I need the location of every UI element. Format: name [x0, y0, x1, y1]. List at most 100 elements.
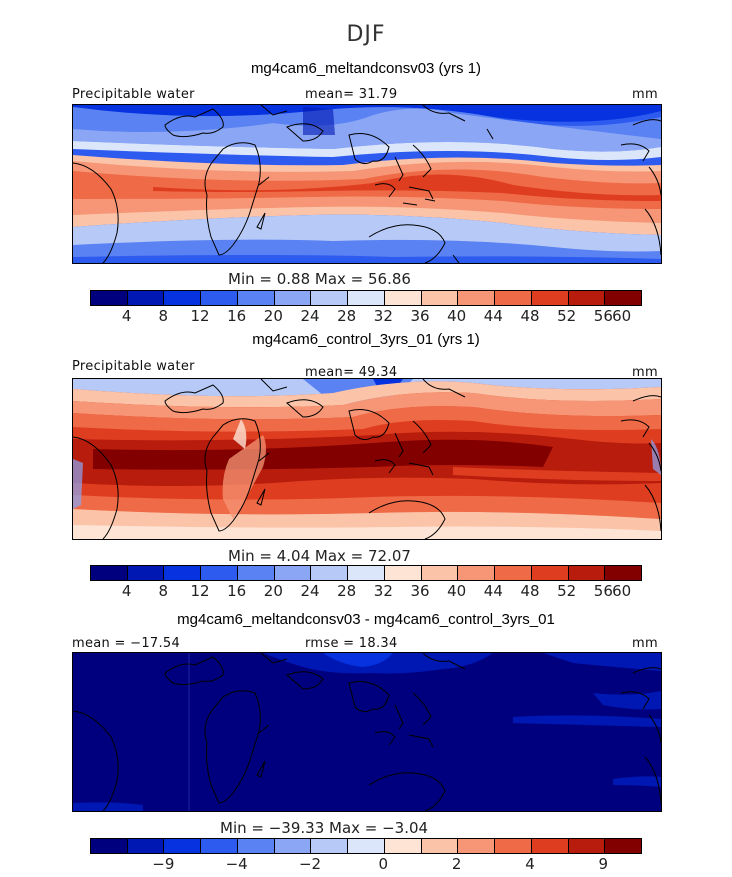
- colorbar-swatch: [568, 839, 606, 853]
- colorbar-swatch: [568, 291, 606, 305]
- colorbar-swatch: [348, 566, 385, 580]
- panel1-units: mm: [632, 87, 658, 102]
- colorbar-tick-label: 16: [227, 307, 247, 325]
- panel2-colorbar-ticks: 4 8 12 16 20 24 28 32 36 40 44 48 52 56 60: [90, 582, 640, 602]
- colorbar-tick-label: 40: [447, 307, 467, 325]
- colorbar-swatch: [348, 839, 385, 853]
- colorbar-swatch: [384, 566, 422, 580]
- panel2-colorbar: [90, 565, 642, 581]
- panel3-rmse: rmse = 18.34: [305, 636, 398, 651]
- colorbar-tick-label: 20: [263, 307, 283, 325]
- colorbar-swatch: [348, 291, 385, 305]
- colorbar-swatch: [311, 291, 349, 305]
- panel2-units: mm: [632, 365, 658, 380]
- colorbar-swatch: [237, 291, 275, 305]
- colorbar-tick-label: 20: [263, 582, 283, 600]
- colorbar-swatch: [531, 839, 569, 853]
- colorbar-tick-label: 44: [483, 582, 503, 600]
- panel2-minmax: Min = 4.04 Max = 72.07: [228, 547, 411, 565]
- colorbar-swatch: [605, 566, 642, 580]
- colorbar-swatch: [237, 566, 275, 580]
- colorbar-swatch: [568, 566, 606, 580]
- colorbar-tick-label: 40: [447, 582, 467, 600]
- panel3-map: [72, 652, 662, 812]
- colorbar-swatch: [91, 291, 128, 305]
- colorbar-swatch: [274, 839, 312, 853]
- colorbar-swatch: [605, 291, 642, 305]
- colorbar-swatch: [237, 839, 275, 853]
- panel1-colorbar-ticks: 4 8 12 16 20 24 28 32 36 40 44 48 52 56 60: [90, 307, 640, 327]
- colorbar-tick-label: 44: [483, 307, 503, 325]
- panel3-minmax: Min = −39.33 Max = −3.04: [220, 819, 429, 837]
- colorbar-swatch: [127, 839, 165, 853]
- colorbar-tick-label: 4: [525, 855, 535, 873]
- colorbar-swatch: [384, 291, 422, 305]
- colorbar-swatch: [164, 566, 202, 580]
- panel1-minmax: Min = 0.88 Max = 56.86: [228, 270, 411, 288]
- colorbar-tick-label: 32: [373, 582, 393, 600]
- colorbar-swatch: [127, 566, 165, 580]
- panel1-map: [72, 104, 662, 264]
- colorbar-tick-label: 56: [593, 582, 613, 600]
- colorbar-tick-label: 8: [158, 582, 169, 600]
- colorbar-tick-label: 24: [300, 582, 320, 600]
- colorbar-tick-label: 60: [612, 582, 632, 600]
- colorbar-swatch: [164, 839, 202, 853]
- panel3-mean: mean = −17.54: [72, 636, 181, 651]
- colorbar-swatch: [201, 566, 238, 580]
- colorbar-tick-label: −9: [152, 855, 175, 873]
- panel2-map-plot: [73, 379, 661, 539]
- colorbar-tick-label: 48: [520, 582, 540, 600]
- colorbar-swatch: [201, 839, 238, 853]
- colorbar-swatch: [495, 839, 532, 853]
- panel3-colorbar-ticks: −9 −4 −2 0 2 4 9: [90, 855, 640, 875]
- colorbar-tick-label: −2: [298, 855, 322, 873]
- colorbar-tick-label: 12: [190, 307, 210, 325]
- colorbar-tick-label: 2: [451, 855, 462, 873]
- colorbar-tick-label: 28: [337, 582, 357, 600]
- colorbar-swatch: [495, 291, 532, 305]
- colorbar-tick-label: 12: [190, 582, 210, 600]
- colorbar-tick-label: −4: [225, 855, 248, 873]
- colorbar-swatch: [91, 839, 128, 853]
- panel1-field-label: Precipitable water: [72, 87, 195, 102]
- panel2-mean: mean= 49.34: [305, 365, 398, 380]
- panel2-title: mg4cam6_control_3yrs_01 (yrs 1): [252, 331, 480, 348]
- panel3-units: mm: [632, 636, 658, 651]
- colorbar-tick-label: 36: [410, 307, 430, 325]
- colorbar-swatch: [531, 291, 569, 305]
- colorbar-swatch: [127, 291, 165, 305]
- panel1-title: mg4cam6_meltandconsv03 (yrs 1): [250, 60, 482, 77]
- panel3-title: mg4cam6_meltandconsv03 - mg4cam6_control…: [177, 611, 555, 628]
- colorbar-tick-label: 52: [557, 582, 577, 600]
- colorbar-swatch: [201, 291, 238, 305]
- colorbar-tick-label: 52: [557, 307, 577, 325]
- colorbar-tick-label: 36: [410, 582, 430, 600]
- colorbar-swatch: [421, 839, 459, 853]
- colorbar-tick-label: 16: [227, 582, 247, 600]
- colorbar-swatch: [91, 566, 128, 580]
- colorbar-tick-label: 56: [593, 307, 613, 325]
- panel2-map: [72, 378, 662, 540]
- colorbar-tick-label: 4: [121, 582, 132, 600]
- colorbar-tick-label: 28: [337, 307, 357, 325]
- panel2-field-label: Precipitable water: [72, 359, 195, 374]
- colorbar-swatch: [531, 566, 569, 580]
- colorbar-tick-label: 9: [598, 855, 609, 873]
- colorbar-tick-label: 60: [612, 307, 632, 325]
- panel1-mean: mean= 31.79: [305, 87, 398, 102]
- colorbar-swatch: [421, 291, 459, 305]
- colorbar-tick-label: 8: [158, 307, 169, 325]
- panel1-map-plot: [73, 105, 661, 263]
- colorbar-swatch: [495, 566, 532, 580]
- colorbar-tick-label: 24: [300, 307, 320, 325]
- colorbar-swatch: [311, 839, 349, 853]
- panel3-colorbar: [90, 838, 642, 854]
- colorbar-tick-label: 0: [378, 855, 389, 873]
- colorbar-swatch: [605, 839, 642, 853]
- colorbar-swatch: [164, 291, 202, 305]
- colorbar-swatch: [274, 291, 312, 305]
- colorbar-swatch: [311, 566, 349, 580]
- colorbar-swatch: [458, 839, 496, 853]
- colorbar-swatch: [384, 839, 422, 853]
